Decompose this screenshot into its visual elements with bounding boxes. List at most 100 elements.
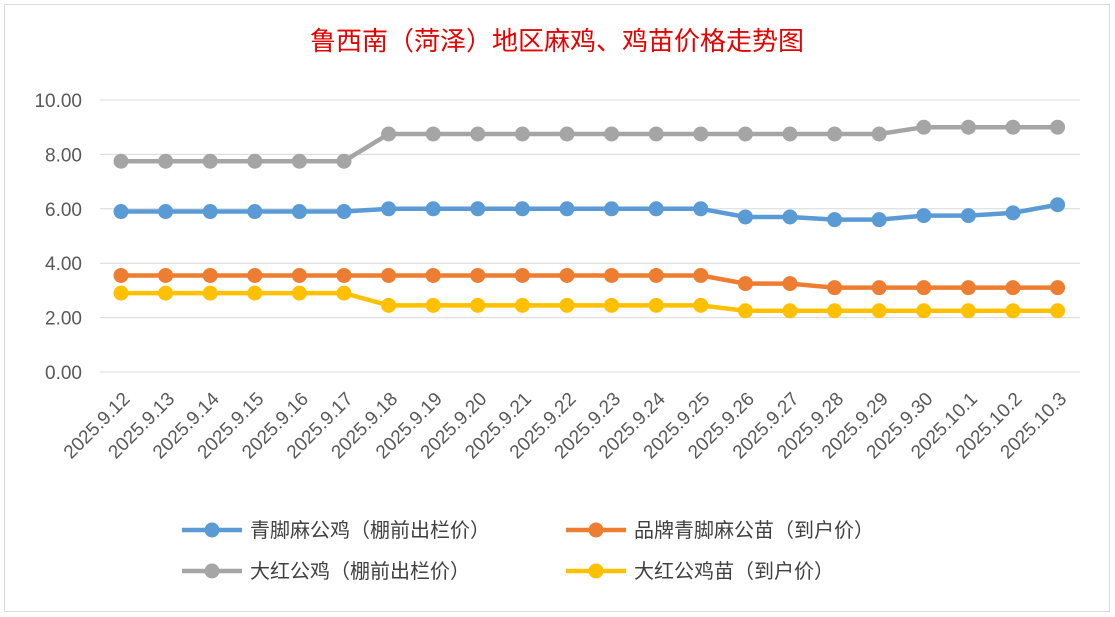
data-point xyxy=(291,285,307,301)
x-axis: 2025.9.122025.9.132025.9.142025.9.152025… xyxy=(60,388,1071,463)
data-point xyxy=(247,267,263,283)
data-point xyxy=(291,153,307,169)
data-point xyxy=(247,204,263,220)
data-point xyxy=(381,201,397,217)
data-point xyxy=(336,153,352,169)
data-point xyxy=(871,126,887,142)
data-point xyxy=(916,208,932,224)
data-point xyxy=(425,297,441,313)
data-point xyxy=(559,201,575,217)
legend-item: 青脚麻公鸡（棚前出栏价） xyxy=(182,518,490,542)
data-point xyxy=(247,285,263,301)
legend-item: 大红公鸡（棚前出栏价） xyxy=(182,559,470,583)
series-line xyxy=(118,202,1060,222)
data-point xyxy=(648,201,664,217)
data-point xyxy=(1050,280,1066,296)
data-point xyxy=(381,267,397,283)
data-point xyxy=(381,126,397,142)
series-line xyxy=(118,124,1060,164)
legend-marker xyxy=(204,563,220,579)
legend: 青脚麻公鸡（棚前出栏价） 品牌青脚麻公苗（到户价） 大红公鸡（棚前出栏价） 大红公鸡苗… xyxy=(182,518,874,583)
data-point xyxy=(960,303,976,319)
legend-marker xyxy=(204,522,220,538)
data-point xyxy=(960,280,976,296)
legend-label: 大红公鸡（棚前出栏价） xyxy=(250,559,470,583)
data-point xyxy=(648,267,664,283)
data-point xyxy=(514,126,530,142)
data-point xyxy=(470,297,486,313)
series-1 xyxy=(113,267,1066,296)
data-point xyxy=(247,153,263,169)
y-tick-label: 4.00 xyxy=(45,254,82,275)
data-point xyxy=(604,297,620,313)
data-point xyxy=(1050,303,1066,319)
data-point xyxy=(559,267,575,283)
data-point xyxy=(737,209,753,225)
data-point xyxy=(113,153,129,169)
data-point xyxy=(1005,280,1021,296)
data-point xyxy=(336,285,352,301)
data-point xyxy=(916,303,932,319)
series-3 xyxy=(113,285,1066,319)
legend-marker xyxy=(588,563,604,579)
data-point xyxy=(158,153,174,169)
legend-label: 青脚麻公鸡（棚前出栏价） xyxy=(250,518,490,542)
data-point xyxy=(425,267,441,283)
data-point xyxy=(693,267,709,283)
data-point xyxy=(1050,197,1066,213)
data-point xyxy=(202,153,218,169)
y-tick-label: 10.00 xyxy=(34,91,82,112)
data-point xyxy=(916,280,932,296)
data-point xyxy=(336,204,352,220)
data-point xyxy=(604,201,620,217)
data-point xyxy=(559,126,575,142)
data-point xyxy=(514,201,530,217)
data-point xyxy=(470,267,486,283)
data-point xyxy=(425,201,441,217)
legend-label: 品牌青脚麻公苗（到户价） xyxy=(634,518,874,542)
data-point xyxy=(604,126,620,142)
data-point xyxy=(693,297,709,313)
gridlines xyxy=(100,99,1080,373)
data-point xyxy=(514,297,530,313)
data-point xyxy=(737,126,753,142)
data-point xyxy=(1005,303,1021,319)
data-point xyxy=(960,208,976,224)
data-point xyxy=(158,267,174,283)
data-point xyxy=(158,285,174,301)
data-point xyxy=(113,204,129,220)
data-point xyxy=(514,267,530,283)
data-point xyxy=(336,267,352,283)
data-point xyxy=(871,212,887,228)
data-point xyxy=(1050,119,1066,135)
series-layer xyxy=(113,119,1066,319)
data-point xyxy=(648,297,664,313)
data-point xyxy=(827,126,843,142)
data-point xyxy=(827,212,843,228)
data-point xyxy=(158,204,174,220)
data-point xyxy=(291,267,307,283)
legend-label: 大红公鸡苗（到户价） xyxy=(634,559,834,583)
data-point xyxy=(871,280,887,296)
data-point xyxy=(782,209,798,225)
legend-marker xyxy=(588,522,604,538)
legend-item: 品牌青脚麻公苗（到户价） xyxy=(566,518,874,542)
data-point xyxy=(827,303,843,319)
data-point xyxy=(425,126,441,142)
chart-title: 鲁西南（菏泽）地区麻鸡、鸡苗价格走势图 xyxy=(310,27,804,57)
data-point xyxy=(113,285,129,301)
data-point xyxy=(782,303,798,319)
data-point xyxy=(1005,119,1021,135)
data-point xyxy=(559,297,575,313)
data-point xyxy=(916,119,932,135)
legend-item: 大红公鸡苗（到户价） xyxy=(566,559,834,583)
data-point xyxy=(381,297,397,313)
data-point xyxy=(693,201,709,217)
y-tick-label: 6.00 xyxy=(45,200,82,221)
data-point xyxy=(202,204,218,220)
data-point xyxy=(782,276,798,292)
series-line xyxy=(118,273,1060,290)
data-point xyxy=(827,280,843,296)
data-point xyxy=(1005,205,1021,221)
